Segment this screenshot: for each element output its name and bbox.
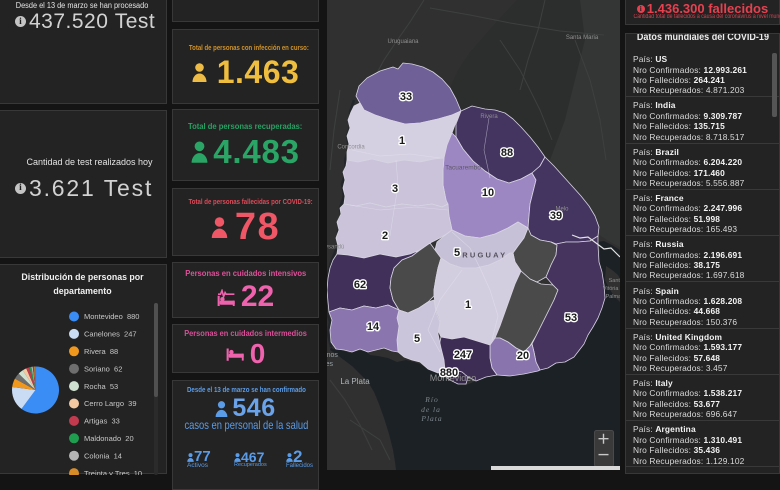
svg-text:Montevideo: Montevideo [430, 373, 477, 383]
svg-text:39: 39 [550, 210, 562, 222]
svg-text:Río: Río [424, 395, 438, 404]
svg-text:URUGUAY: URUGUAY [455, 251, 508, 260]
svg-text:14: 14 [367, 321, 380, 333]
svg-text:Canelones 247: Canelones 247 [84, 330, 137, 339]
svg-text:10: 10 [482, 187, 494, 199]
svg-text:Cerro Largo 39: Cerro Largo 39 [84, 399, 137, 408]
svg-text:Palmar: Palmar [606, 294, 620, 300]
svg-text:Rocha 53: Rocha 53 [84, 382, 118, 391]
svg-text:Uruguaiana: Uruguaiana [387, 39, 419, 45]
svg-text:Rivera: Rivera [480, 114, 498, 120]
svg-text:5: 5 [414, 333, 420, 345]
svg-text:Montevideo 880: Montevideo 880 [84, 312, 139, 321]
svg-text:de la: de la [421, 405, 441, 414]
svg-text:88: 88 [501, 147, 513, 159]
svg-text:Melo: Melo [555, 207, 569, 213]
svg-text:Buenos: Buenos [327, 352, 338, 359]
svg-text:La Plata: La Plata [340, 377, 370, 386]
svg-text:Plata: Plata [420, 414, 442, 423]
svg-text:Tacuarembó: Tacuarembó [445, 165, 481, 172]
svg-text:5: 5 [454, 247, 460, 259]
svg-text:20: 20 [517, 350, 529, 362]
svg-text:53: 53 [565, 312, 577, 324]
svg-text:1: 1 [465, 299, 471, 311]
svg-text:62: 62 [354, 279, 366, 291]
svg-text:Concordia: Concordia [337, 145, 365, 151]
svg-text:Santa: Santa [609, 278, 620, 284]
svg-text:Paysandú: Paysandú [327, 245, 344, 251]
svg-text:Vitória d: Vitória d [603, 286, 620, 292]
svg-text:1: 1 [399, 135, 405, 147]
svg-text:Colonia 14: Colonia 14 [84, 451, 122, 460]
svg-text:Soriano 62: Soriano 62 [84, 364, 122, 373]
svg-text:2: 2 [382, 230, 388, 242]
svg-text:Rivera 88: Rivera 88 [84, 347, 118, 356]
svg-text:3: 3 [392, 183, 398, 195]
svg-text:880: 880 [440, 367, 458, 379]
svg-text:Artigas 33: Artigas 33 [84, 417, 120, 426]
svg-text:Santa Maria: Santa Maria [566, 35, 599, 41]
svg-text:247: 247 [454, 349, 472, 361]
svg-text:33: 33 [400, 91, 412, 103]
svg-text:Maldonado 20: Maldonado 20 [84, 434, 134, 443]
svg-text:Aires: Aires [327, 361, 333, 368]
